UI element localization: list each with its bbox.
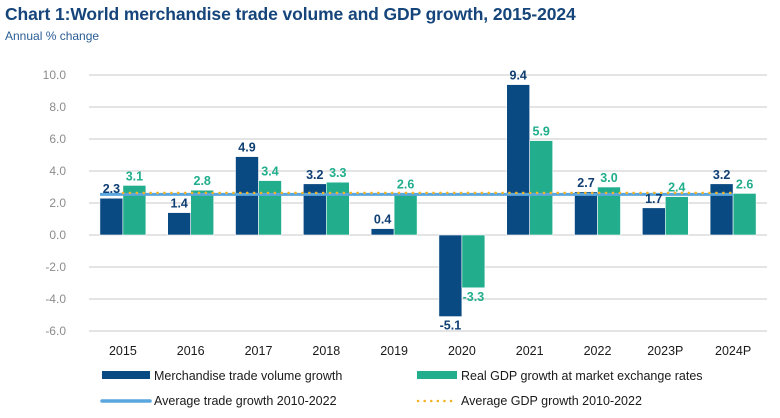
bar-gdp [732,193,757,236]
bar-trade [574,191,598,236]
bar-gdp [258,180,282,236]
data-label-gdp: 2.4 [668,181,685,195]
bar-trade [302,183,327,236]
legend-item-avg-trade[interactable]: Average trade growth 2010-2022 [100,394,337,408]
data-label-gdp: 2.6 [397,177,414,191]
x-tick-label: 2021 [516,344,544,358]
y-tick-label: 6.0 [49,132,66,146]
bar-gdp [325,181,350,236]
x-tick-label: 2019 [380,344,408,358]
legend-label-avg-gdp: Average GDP growth 2010-2022 [461,394,642,408]
data-label-gdp: 3.4 [261,165,278,179]
x-tick-label: 2023P [647,344,683,358]
data-label-trade: 3.2 [713,168,730,182]
bar-gdp [122,185,147,236]
legend-item-trade[interactable]: Merchandise trade volume growth [102,369,342,383]
legend-item-gdp[interactable]: Real GDP growth at market exchange rates [417,369,703,383]
bar-gdp [461,234,486,289]
bar-gdp [529,140,554,236]
bar-gdp [393,193,418,236]
bar-gdp [597,186,621,236]
x-tick-label: 2020 [448,344,476,358]
y-tick-label: -4.0 [45,292,66,306]
chart-title: Chart 1:World merchandise trade volume a… [5,4,576,24]
data-label-trade: 9.4 [510,69,527,83]
bar-trade [370,228,395,236]
y-tick-label: 4.0 [49,164,66,178]
data-label-gdp: 5.9 [533,125,550,139]
x-tick-label: 2017 [245,344,273,358]
y-tick-label: -6.0 [45,324,66,338]
legend-swatch-trade [102,371,150,379]
x-axis-ticks: 2015 2016 2017 2018 2019 2020 2021 2022 2023P 202… [109,344,751,358]
data-label-gdp: 2.8 [194,174,211,188]
data-label-gdp: 2.6 [736,177,753,191]
x-tick-label: 2016 [177,344,205,358]
y-tick-label: -2.0 [45,260,66,274]
data-label-gdp: 3.0 [600,171,617,185]
bar-gdp [664,196,689,236]
legend-label-avg-trade: Average trade growth 2010-2022 [154,394,337,408]
y-tick-label: 8.0 [49,100,66,114]
data-label-trade: -5.1 [440,319,462,333]
data-label-trade: 3.2 [306,168,323,182]
chart-subtitle: Annual % change [5,29,100,43]
data-label-trade: 1.7 [645,192,662,206]
data-label-trade: 2.7 [577,176,594,190]
x-tick-label: 2015 [109,344,137,358]
data-label-gdp: 3.1 [126,169,143,183]
bar-trade [438,234,463,317]
bar-trade [641,207,666,236]
legend-item-avg-gdp[interactable]: Average GDP growth 2010-2022 [416,394,642,408]
data-label-trade: 4.9 [238,141,255,155]
bar-trade [167,212,191,236]
legend-label-trade: Merchandise trade volume growth [154,369,342,383]
data-label-gdp: 3.3 [329,166,346,180]
x-tick-label: 2024P [715,344,751,358]
average-lines [100,191,735,196]
y-axis-ticks: 10.0 8.0 6.0 4.0 2.0 0.0 -2.0 -4.0 -6.0 [43,68,67,338]
bar-trade [709,183,734,236]
legend-swatch-gdp [417,371,457,379]
bar-trade [99,197,124,236]
y-tick-label: 10.0 [43,68,67,82]
data-label-trade: 2.3 [103,182,120,196]
x-tick-label: 2022 [584,344,612,358]
y-tick-label: 2.0 [49,196,66,210]
x-tick-label: 2018 [312,344,340,358]
data-label-gdp: -3.3 [463,290,485,304]
y-tick-label: 0.0 [49,228,66,242]
data-label-trade: 1.4 [171,197,188,211]
legend-label-gdp: Real GDP growth at market exchange rates [461,369,703,383]
bar-gdp [190,189,214,236]
bar-trade [506,84,531,236]
data-labels: 2.3 3.1 1.4 2.8 4.9 3.4 3.2 3.3 0.4 2.6 -5.1 -3.3 9.… [103,69,754,333]
legend: Merchandise trade volume growth Real GDP… [100,369,703,408]
data-label-trade: 0.4 [374,213,391,227]
